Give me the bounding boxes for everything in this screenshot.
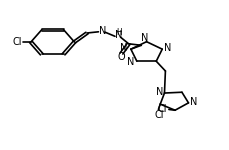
- Text: Cl: Cl: [154, 110, 164, 120]
- Text: N: N: [156, 87, 163, 97]
- Text: N: N: [164, 43, 171, 53]
- Text: N: N: [190, 97, 197, 107]
- Text: N: N: [99, 26, 106, 36]
- Text: Cl: Cl: [158, 104, 167, 114]
- Text: Cl: Cl: [12, 37, 22, 47]
- Text: O: O: [117, 52, 125, 62]
- Text: N: N: [115, 30, 122, 40]
- Text: N: N: [120, 43, 128, 53]
- Text: N: N: [141, 33, 148, 43]
- Text: N: N: [127, 57, 134, 67]
- Text: H: H: [117, 28, 123, 37]
